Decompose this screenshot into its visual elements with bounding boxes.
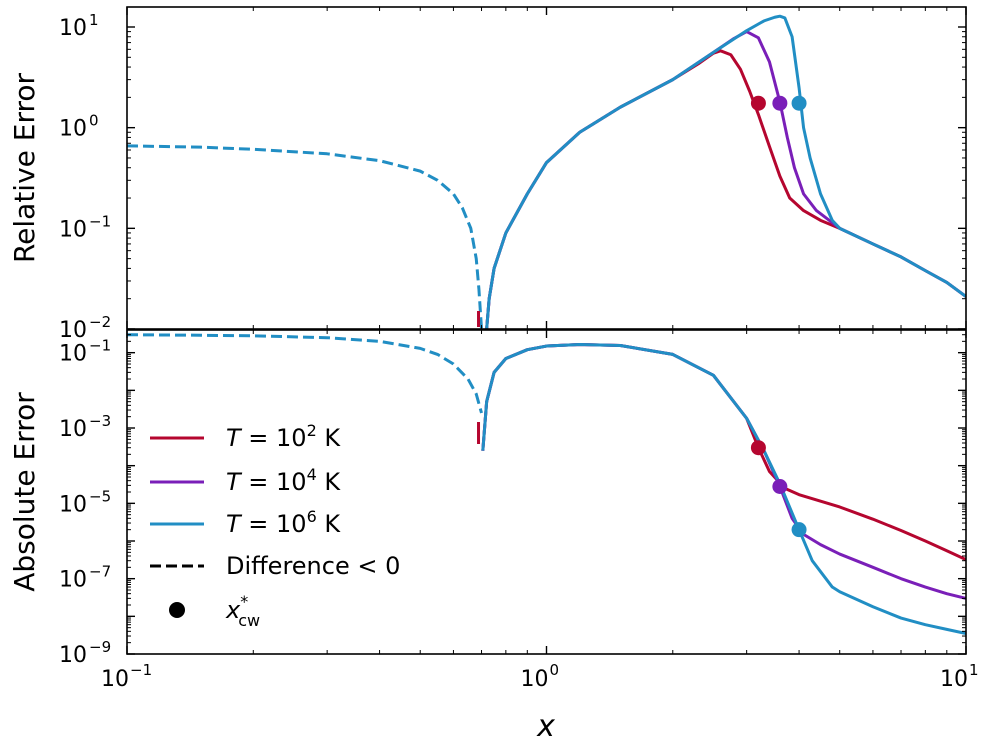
relative-ytick-label-3: 10 — [59, 16, 87, 41]
legend-sub: cw — [238, 611, 260, 630]
absolute-error-ylabel: Absolute Error — [8, 392, 41, 592]
legend-exp: 6 — [307, 507, 317, 526]
x-tick-label-exp-2: 1 — [969, 661, 979, 679]
absolute-ytick-label-4: 10 — [59, 342, 87, 367]
relative-error-frame — [126, 6, 967, 330]
relative-series-3 — [485, 14, 966, 329]
absolute-marker-0 — [750, 440, 766, 456]
absolute-series-0 — [127, 333, 483, 414]
legend-eq: = 10 — [241, 424, 307, 452]
relative-marker-2 — [791, 95, 807, 111]
legend-var: T — [226, 510, 243, 538]
absolute-ytick-label-exp-4: −1 — [89, 337, 111, 355]
relative-ytick-label-exp-2: 0 — [89, 112, 99, 130]
relative-ytick-label-1: 10 — [59, 217, 87, 242]
x-axis-label: x — [536, 709, 555, 744]
absolute-ytick-label-exp-3: −3 — [89, 412, 111, 430]
relative-ytick-label-0: 10 — [59, 318, 87, 343]
absolute-ytick-label-exp-1: −7 — [89, 563, 111, 581]
legend-label-0: T = 102 K — [226, 421, 341, 452]
absolute-series-2 — [481, 342, 966, 600]
absolute-marker-2 — [791, 522, 807, 538]
absolute-error-series — [127, 333, 966, 635]
relative-series-0 — [127, 144, 484, 329]
absolute-ytick-label-exp-2: −5 — [89, 487, 111, 505]
absolute-ytick-label-2: 10 — [59, 492, 87, 517]
legend-label-2: T = 106 K — [226, 507, 341, 538]
relative-ytick-label-exp-1: −1 — [89, 212, 111, 230]
relative-series-1 — [485, 49, 966, 329]
absolute-ytick-label-0: 10 — [59, 643, 87, 668]
legend-unit: K — [317, 510, 342, 538]
x-tick-label-2: 10 — [940, 667, 968, 692]
legend-var: T — [226, 468, 243, 496]
absolute-ytick-label-1: 10 — [59, 568, 87, 593]
x-tick-labels: 10 −1 10 0 10 1 — [101, 661, 979, 692]
absolute-ytick-label-exp-0: −9 — [89, 638, 111, 656]
x-tick-label-exp-0: −1 — [130, 661, 152, 679]
relative-ytick-label-exp-0: −2 — [89, 313, 111, 331]
legend-var: T — [226, 424, 243, 452]
relative-ytick-label-2: 10 — [59, 117, 87, 142]
relative-marker-0 — [750, 95, 766, 111]
absolute-error-markers — [750, 440, 807, 538]
x-tick-label-1: 10 — [521, 667, 549, 692]
relative-marker-1 — [772, 95, 788, 111]
relative-error-series — [127, 14, 966, 329]
legend-eq: = 10 — [241, 468, 307, 496]
relative-error-ylabel: Relative Error — [8, 72, 41, 263]
legend-label-4: x* cw — [225, 592, 260, 630]
absolute-series-1 — [481, 342, 966, 562]
relative-error-markers — [750, 95, 807, 111]
relative-series-2 — [485, 30, 966, 329]
legend-marker-4 — [169, 602, 185, 618]
legend-sup: * — [240, 592, 248, 611]
legend-label-3: Difference < 0 — [226, 552, 400, 580]
relative-error-xticks — [126, 7, 967, 329]
legend-unit: K — [317, 424, 342, 452]
legend-var: x — [225, 596, 241, 624]
legend-label-1: T = 104 K — [226, 465, 341, 496]
x-tick-label-0: 10 — [101, 667, 129, 692]
x-tick-label-exp-1: 0 — [550, 661, 560, 679]
absolute-error-panel: 10−910−710−510−310−1 Absolute Error — [8, 329, 967, 668]
absolute-error-frame — [126, 329, 967, 655]
legend-exp: 4 — [307, 465, 317, 484]
absolute-ytick-label-3: 10 — [59, 417, 87, 442]
legend-exp: 2 — [307, 421, 317, 440]
absolute-error-yticks: 10−910−710−510−310−1 — [59, 334, 966, 668]
legend-eq: = 10 — [241, 510, 307, 538]
relative-ytick-label-exp-3: 1 — [89, 11, 99, 29]
absolute-marker-1 — [772, 478, 788, 494]
absolute-series-3 — [481, 342, 966, 635]
legend-unit: K — [317, 468, 342, 496]
